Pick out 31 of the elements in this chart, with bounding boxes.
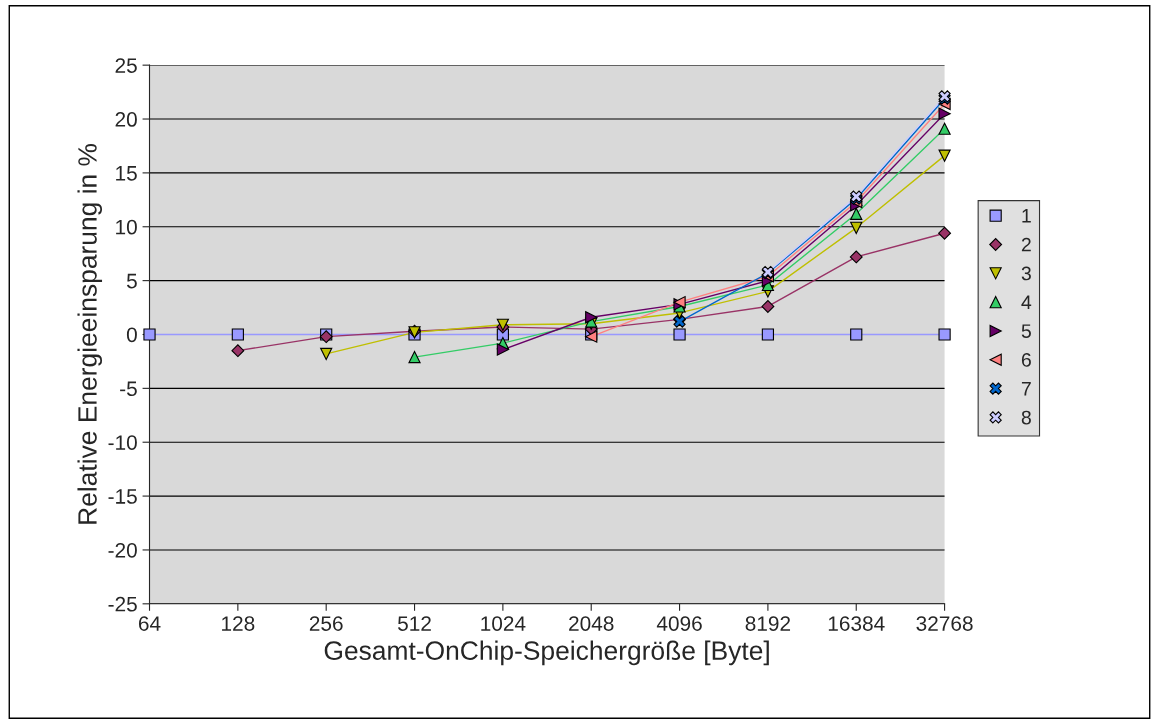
x-tick-label: 64	[138, 616, 161, 631]
x-tick-label: 4096	[656, 616, 702, 631]
legend-label: 6	[1021, 353, 1031, 367]
y-tick-label: -20	[108, 542, 137, 558]
y-tick-label: 15	[116, 166, 137, 181]
legend-label: 8	[1021, 410, 1031, 425]
x-tick-label: 256	[309, 616, 343, 631]
legend-label: 4	[1021, 295, 1032, 309]
y-tick-label: -15	[108, 489, 137, 504]
legend-label: 5	[1021, 324, 1031, 338]
legend-label: 2	[1021, 237, 1031, 252]
x-axis-title: Gesamt-OnChip-Speichergröße [Byte]	[324, 640, 769, 666]
y-axis-title: Relative Energieeinsparung in %	[77, 143, 103, 524]
y-tick-label: -5	[120, 381, 137, 397]
x-tick-label: 8192	[745, 616, 791, 631]
x-tick-label: 512	[397, 616, 431, 631]
y-tick-label: 10	[116, 219, 137, 235]
legend-label: 3	[1021, 266, 1031, 281]
x-tick-label: 16384	[828, 616, 885, 631]
x-tick-label: 32768	[916, 616, 973, 631]
x-tick-label: 2048	[569, 616, 614, 631]
y-tick-label: 25	[115, 58, 137, 73]
y-tick-label: 0	[126, 327, 137, 343]
y-tick-label: 5	[126, 273, 137, 289]
x-tick-label: 1024	[481, 616, 526, 631]
legend-label: 7	[1021, 382, 1031, 396]
y-tick-label: -25	[108, 596, 137, 612]
y-tick-label: -10	[108, 435, 137, 450]
x-tick-label: 128	[222, 616, 255, 631]
y-tick-label: 20	[115, 112, 137, 127]
legend-label: 1	[1022, 209, 1031, 223]
